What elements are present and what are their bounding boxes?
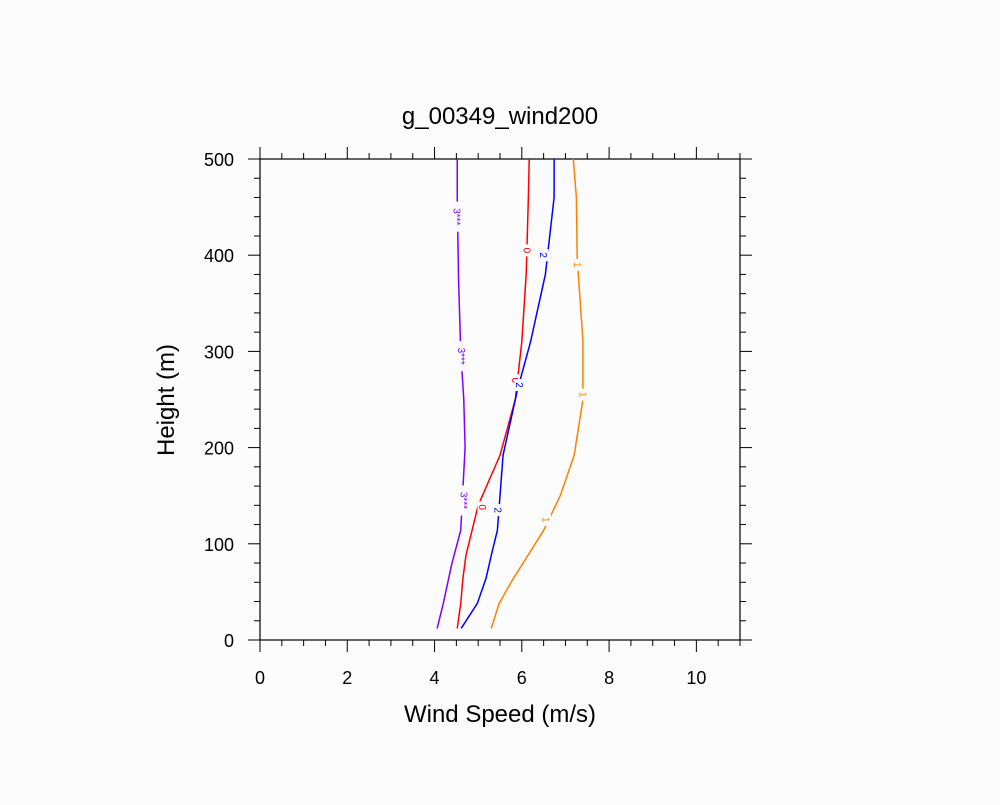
y-tick-label: 300 [204,342,234,362]
series-inline-label: 0 [521,248,532,254]
series-inline-label: 2 [491,507,502,513]
x-tick-label: 0 [255,668,265,688]
x-tick-label: 8 [604,668,614,688]
series-inline-label: 1 [571,262,582,268]
plot-frame [259,158,741,641]
x-tick-label: 2 [342,668,352,688]
series-inline-label: 3*** [451,208,462,225]
series-label-bg [538,249,549,262]
series-label-bg [459,485,470,516]
series-1: 0 0 0 [456,158,533,629]
series-line [490,158,584,629]
y-tick-label: 100 [204,535,234,555]
series-label-bg [577,388,588,401]
series-inline-label: 2 [513,382,524,388]
series-label-bg [572,258,583,271]
y-tick-label: 400 [204,246,234,266]
x-tick-label: 10 [686,668,706,688]
x-tick-label: 6 [517,668,527,688]
chart-title: g_00349_wind200 [402,103,598,130]
series-inline-label: 1 [539,517,550,523]
series-inline-label: 0 [476,504,487,510]
y-tick-label: 200 [204,439,234,459]
series-3: 1 1 1 [490,158,588,629]
series-label-bg [492,504,503,517]
series-inline-label: 3*** [455,348,466,365]
y-axis-label: Height (m) [153,344,180,456]
series-label-bg [452,201,463,232]
series-inline-label: 3*** [458,492,469,509]
x-axis-label: Wind Speed (m/s) [404,701,596,728]
series-inline-label: 2 [537,252,548,258]
series-label-bg [477,501,488,514]
series-2: 2 2 2 [460,159,555,629]
series-label-bg [514,379,525,392]
series-label-bg [522,244,533,257]
series-label-bg [540,513,551,526]
x-tick-label: 4 [430,668,440,688]
series-label-bg [456,341,467,372]
series-line [456,158,530,629]
series-inline-label: 0 [509,377,520,383]
y-tick-label: 0 [224,631,234,651]
y-tick-label: 500 [204,150,234,170]
series-0: 3*** 3*** 3*** [436,159,470,629]
series-inline-label: 1 [576,392,587,398]
series-line [460,159,555,629]
series-line [436,159,466,629]
